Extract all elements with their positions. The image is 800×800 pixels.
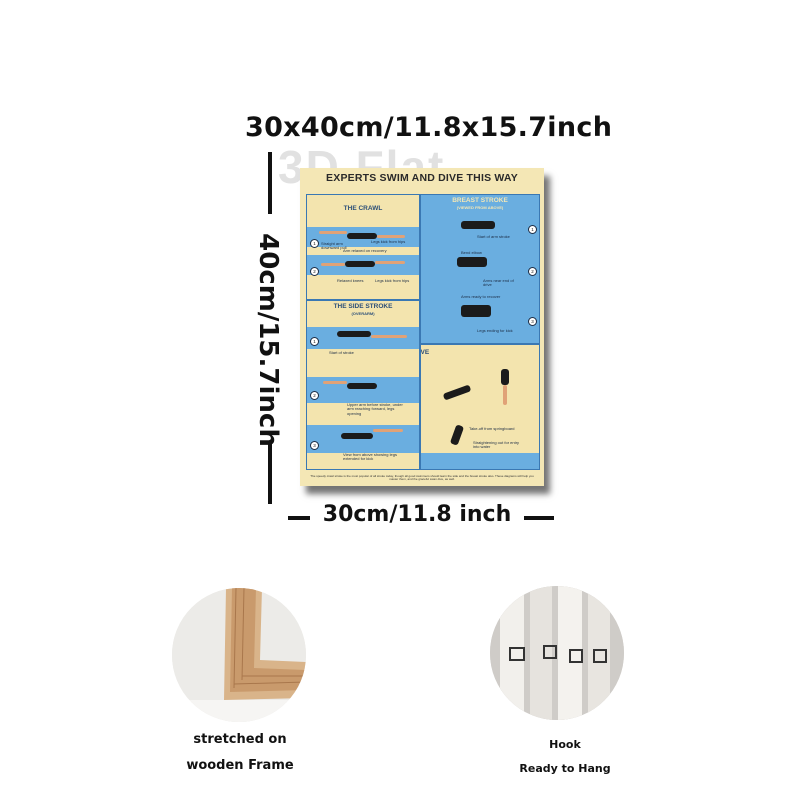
swimmer-limb (319, 231, 347, 234)
swimmer-figure (461, 221, 495, 229)
crawl-caption: Legs kick from hips (371, 239, 406, 244)
step-number: 2 (310, 391, 319, 400)
breast-stroke-subtitle: (VIEWED FROM ABOVE) (456, 205, 504, 210)
overall-size-label: 30x40cm/11.8x15.7inch (245, 112, 613, 143)
height-line-bottom (268, 444, 272, 504)
poster-title: EXPERTS SWIM AND DIVE THIS WAY (326, 172, 518, 184)
swimmer-figure (337, 331, 371, 337)
wooden-frame-photo (172, 588, 306, 722)
step-number: 2 (528, 267, 537, 276)
diver-figure (501, 369, 509, 385)
side-stroke-caption: Start of stroke (329, 350, 354, 355)
swimmer-limb (371, 335, 407, 338)
side-stroke-title: THE SIDE STROKE (333, 303, 393, 310)
swimmer-figure (345, 261, 375, 267)
step-number: 1 (310, 239, 319, 248)
swan-dive-caption: Straightening out for entry into water (473, 440, 520, 450)
wooden-frame-corner-icon (172, 588, 306, 722)
breast-stroke-caption: Arms near end of drive (483, 278, 514, 288)
crawl-title: THE CRAWL (343, 205, 383, 212)
swimmer-figure (461, 305, 491, 317)
step-number: 1 (310, 337, 319, 346)
swimmer-limb (377, 235, 405, 238)
frame-caption-line2: wooden Frame (186, 758, 294, 773)
width-label: 30cm/11.8 inch (322, 502, 512, 527)
swan-dive-title: SWAN DIVE (420, 349, 430, 356)
breast-stroke-panel: BREAST STROKE (VIEWED FROM ABOVE) 1 2 3 … (420, 194, 540, 344)
crawl-caption: Legs kick from hips (375, 278, 410, 283)
hook-caption-line2: Ready to Hang (519, 762, 611, 775)
diver-figure (442, 384, 472, 401)
swimmer-figure (457, 257, 487, 267)
breast-stroke-caption: Start of arm stroke (477, 234, 510, 239)
breast-stroke-caption: Bend elbow (461, 250, 482, 255)
diver-figure (449, 424, 465, 446)
side-stroke-caption: View from above showing legs extended fo… (343, 452, 397, 462)
poster-image: EXPERTS SWIM AND DIVE THIS WAY THE CRAWL… (300, 168, 544, 486)
step-number: 3 (310, 441, 319, 450)
swimmer-limb (323, 381, 347, 384)
swan-dive-caption: Take-off from springboard (469, 426, 515, 431)
hanging-hook-icon (490, 586, 624, 720)
swimmer-figure (347, 383, 377, 389)
diver-limb (503, 385, 507, 405)
breast-stroke-caption: Legs ending for kick (477, 328, 513, 333)
swimmer-figure (347, 233, 377, 239)
crawl-caption: Relaxed knees (337, 278, 364, 283)
step-number: 2 (310, 267, 319, 276)
poster-footnote: The speedy crawl stroke is the most popu… (310, 473, 534, 482)
height-line-top (268, 152, 272, 214)
step-number: 3 (528, 317, 537, 326)
hook-caption-line1: Hook (549, 738, 581, 751)
water-band (307, 327, 419, 349)
crawl-panel: THE CRAWL 1 2 Straight arm downward pull… (306, 194, 420, 300)
side-stroke-subtitle: (OVERARM) (351, 311, 375, 316)
crawl-caption: Arm relaxed on recovery (343, 248, 387, 253)
frame-caption-line1: stretched on (193, 732, 287, 747)
height-label: 40cm/15.7inch (253, 233, 283, 447)
side-stroke-caption: Upper arm before stroke, under arm reach… (347, 402, 403, 416)
width-line-right (524, 516, 554, 520)
breast-stroke-caption: Arms ready to recover (461, 294, 501, 299)
water-band (421, 453, 539, 469)
swimmer-limb (375, 261, 405, 264)
step-number: 1 (528, 225, 537, 234)
hook-photo (490, 586, 624, 720)
swimmer-limb (321, 263, 345, 266)
width-line-left (288, 516, 310, 520)
swimmer-limb (373, 429, 403, 432)
swan-dive-panel: SWAN DIVE Take-off from springboard Stra… (420, 344, 540, 470)
breast-stroke-title: BREAST STROKE (452, 197, 508, 204)
swimmer-figure (341, 433, 373, 439)
side-stroke-panel: THE SIDE STROKE (OVERARM) 1 2 3 Start of… (306, 300, 420, 470)
crawl-caption: Straight arm downward pull (321, 241, 347, 251)
